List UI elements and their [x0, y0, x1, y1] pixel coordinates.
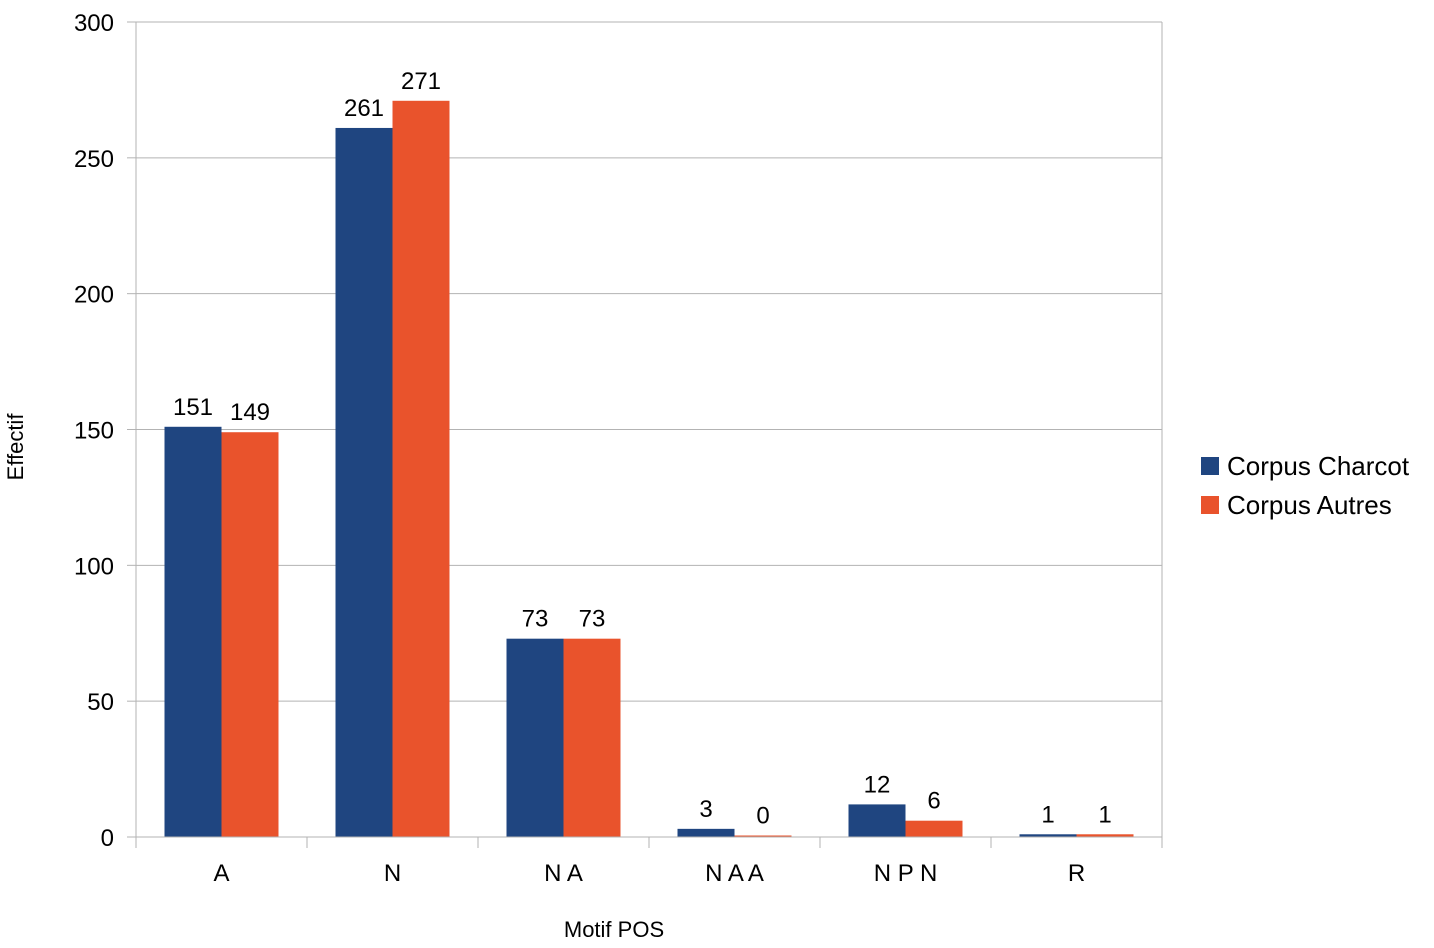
x-axis-title: Motif POS [564, 917, 664, 942]
bar [677, 828, 735, 837]
x-tick-label: N A A [705, 860, 764, 887]
data-label: 73 [522, 606, 549, 633]
legend-label: Corpus Autres [1227, 490, 1392, 520]
legend-swatch [1201, 496, 1219, 514]
y-tick-label: 200 [74, 282, 114, 309]
legend-swatch [1201, 457, 1219, 475]
x-tick-label: N P N [874, 860, 938, 887]
data-label: 73 [579, 606, 606, 633]
y-tick-label: 300 [74, 10, 114, 37]
x-tick-label: N [384, 860, 401, 887]
data-label: 1 [1098, 801, 1111, 828]
bar [506, 638, 564, 837]
y-tick-label: 100 [74, 553, 114, 580]
data-label: 12 [864, 771, 891, 798]
bar [848, 804, 906, 837]
axes: 0 50 100 150 200 250 300 A N N A N A A N P N R [74, 10, 1163, 887]
bar [392, 100, 450, 838]
data-label: 271 [401, 68, 441, 95]
x-tick-label: R [1068, 860, 1085, 887]
bar [164, 426, 222, 837]
data-label: 261 [344, 95, 384, 122]
y-axis-title: Effectif [3, 413, 28, 481]
y-tick-label: 0 [101, 825, 114, 852]
x-tick-label: A [213, 860, 229, 887]
data-label: 151 [173, 394, 213, 421]
bar [905, 820, 963, 837]
data-label: 149 [230, 399, 270, 426]
bar [1076, 834, 1134, 837]
data-label: 6 [927, 788, 940, 815]
legend-label: Corpus Charcot [1227, 451, 1410, 481]
bars [164, 100, 1134, 838]
x-tick-label: N A [544, 860, 583, 887]
bar [221, 432, 279, 837]
data-labels: 151 149 261 271 73 73 3 0 12 6 1 1 [173, 68, 1112, 830]
legend: Corpus Charcot Corpus Autres [1201, 451, 1410, 520]
y-tick-label: 250 [74, 146, 114, 173]
bar [734, 835, 792, 837]
grid-lines [136, 21, 1162, 838]
y-tick-label: 50 [87, 689, 114, 716]
bar [335, 127, 393, 837]
bar [1019, 834, 1077, 837]
bar [563, 638, 621, 837]
data-label: 0 [756, 803, 769, 830]
data-label: 1 [1041, 801, 1054, 828]
y-tick-label: 150 [74, 418, 114, 445]
data-label: 3 [699, 796, 712, 823]
